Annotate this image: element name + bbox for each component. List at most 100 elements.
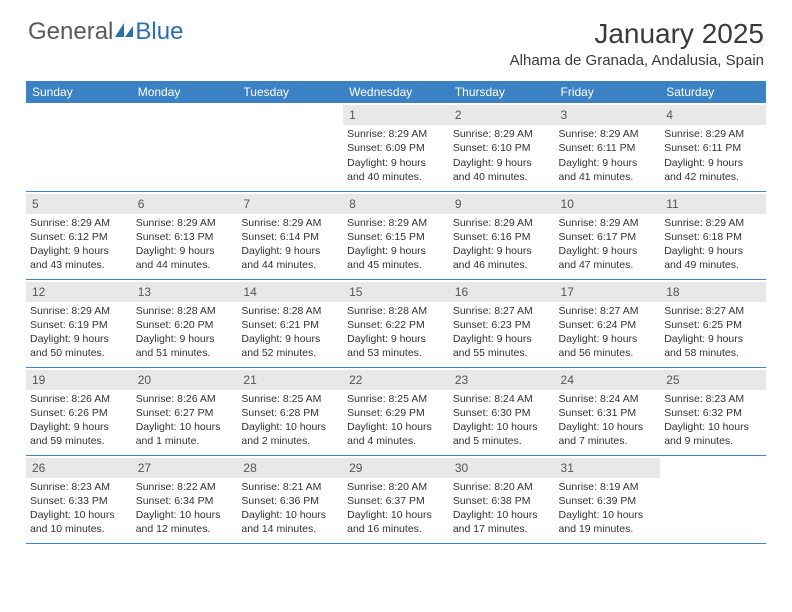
calendar-cell: 12Sunrise: 8:29 AMSunset: 6:19 PMDayligh… — [26, 279, 132, 367]
daylight-text: Daylight: 9 hours and 45 minutes. — [347, 244, 445, 272]
day-number: 31 — [555, 458, 661, 478]
day-number: 22 — [343, 370, 449, 390]
daylight-text: Daylight: 10 hours and 16 minutes. — [347, 508, 445, 536]
daylight-text: Daylight: 10 hours and 17 minutes. — [453, 508, 551, 536]
daylight-text: Daylight: 9 hours and 56 minutes. — [559, 332, 657, 360]
calendar-header-row: SundayMondayTuesdayWednesdayThursdayFrid… — [26, 81, 766, 103]
sunrise-text: Sunrise: 8:28 AM — [136, 304, 234, 318]
daylight-text: Daylight: 9 hours and 40 minutes. — [347, 156, 445, 184]
sunset-text: Sunset: 6:13 PM — [136, 230, 234, 244]
daylight-text: Daylight: 10 hours and 14 minutes. — [241, 508, 339, 536]
sunrise-text: Sunrise: 8:29 AM — [30, 304, 128, 318]
sunrise-text: Sunrise: 8:29 AM — [559, 127, 657, 141]
sunrise-text: Sunrise: 8:29 AM — [30, 216, 128, 230]
daylight-text: Daylight: 10 hours and 12 minutes. — [136, 508, 234, 536]
logo-word1: General — [28, 18, 113, 46]
title-block: January 2025 Alhama de Granada, Andalusi… — [510, 18, 764, 69]
daylight-text: Daylight: 9 hours and 46 minutes. — [453, 244, 551, 272]
calendar-cell: 18Sunrise: 8:27 AMSunset: 6:25 PMDayligh… — [660, 279, 766, 367]
calendar-cell: 13Sunrise: 8:28 AMSunset: 6:20 PMDayligh… — [132, 279, 238, 367]
sunset-text: Sunset: 6:11 PM — [664, 141, 762, 155]
calendar-cell: 17 Sunrise: 8:27 AMSunset: 6:24 PMDayligh… — [555, 279, 661, 367]
calendar-cell: 20Sunrise: 8:26 AMSunset: 6:27 PMDayligh… — [132, 367, 238, 455]
sunset-text: Sunset: 6:31 PM — [559, 406, 657, 420]
sunset-text: Sunset: 6:33 PM — [30, 494, 128, 508]
day-number: 27 — [132, 458, 238, 478]
sunset-text: Sunset: 6:09 PM — [347, 141, 445, 155]
calendar-cell: 15Sunrise: 8:28 AMSunset: 6:22 PMDayligh… — [343, 279, 449, 367]
sunrise-text: Sunrise: 8:29 AM — [136, 216, 234, 230]
day-header: Tuesday — [237, 81, 343, 103]
sunrise-text: Sunrise: 8:22 AM — [136, 480, 234, 494]
header: General Blue January 2025 Alhama de Gran… — [0, 0, 792, 73]
sunset-text: Sunset: 6:26 PM — [30, 406, 128, 420]
day-number: 26 — [26, 458, 132, 478]
calendar-cell: 22 Sunrise: 8:25 AMSunset: 6:29 PMDayligh… — [343, 367, 449, 455]
daylight-text: Daylight: 10 hours and 4 minutes. — [347, 420, 445, 448]
day-number: 21 — [237, 370, 343, 390]
daylight-text: Daylight: 9 hours and 47 minutes. — [559, 244, 657, 272]
day-number: 19 — [26, 370, 132, 390]
sunset-text: Sunset: 6:19 PM — [30, 318, 128, 332]
logo-sail-icon — [115, 16, 133, 30]
sunset-text: Sunset: 6:29 PM — [347, 406, 445, 420]
calendar-cell — [132, 103, 238, 191]
sunrise-text: Sunrise: 8:20 AM — [453, 480, 551, 494]
sunrise-text: Sunrise: 8:27 AM — [559, 304, 657, 318]
sunrise-text: Sunrise: 8:21 AM — [241, 480, 339, 494]
sunset-text: Sunset: 6:27 PM — [136, 406, 234, 420]
calendar-cell: 24Sunrise: 8:24 AMSunset: 6:31 PMDayligh… — [555, 367, 661, 455]
daylight-text: Daylight: 9 hours and 43 minutes. — [30, 244, 128, 272]
logo: General Blue — [28, 18, 183, 46]
day-number: 11 — [660, 194, 766, 214]
day-header: Thursday — [449, 81, 555, 103]
sunset-text: Sunset: 6:16 PM — [453, 230, 551, 244]
calendar-cell: 4Sunrise: 8:29 AMSunset: 6:11 PMDaylight… — [660, 103, 766, 191]
day-number: 10 — [555, 194, 661, 214]
calendar-cell: 30Sunrise: 8:20 AMSunset: 6:38 PMDayligh… — [449, 455, 555, 543]
calendar-cell: 29Sunrise: 8:20 AMSunset: 6:37 PMDayligh… — [343, 455, 449, 543]
sunset-text: Sunset: 6:15 PM — [347, 230, 445, 244]
calendar-cell: 11Sunrise: 8:29 AMSunset: 6:18 PMDayligh… — [660, 191, 766, 279]
sunset-text: Sunset: 6:24 PM — [559, 318, 657, 332]
sunrise-text: Sunrise: 8:24 AM — [453, 392, 551, 406]
calendar-cell: 21Sunrise: 8:25 AMSunset: 6:28 PMDayligh… — [237, 367, 343, 455]
calendar-cell: 19Sunrise: 8:26 AMSunset: 6:26 PMDayligh… — [26, 367, 132, 455]
sunrise-text: Sunrise: 8:25 AM — [347, 392, 445, 406]
sunset-text: Sunset: 6:11 PM — [559, 141, 657, 155]
daylight-text: Daylight: 9 hours and 58 minutes. — [664, 332, 762, 360]
daylight-text: Daylight: 10 hours and 2 minutes. — [241, 420, 339, 448]
daylight-text: Daylight: 9 hours and 44 minutes. — [136, 244, 234, 272]
sunset-text: Sunset: 6:39 PM — [559, 494, 657, 508]
day-number: 17 — [555, 282, 661, 302]
calendar-cell — [660, 455, 766, 543]
day-number: 1 — [343, 105, 449, 125]
calendar-cell: 3Sunrise: 8:29 AMSunset: 6:11 PMDaylight… — [555, 103, 661, 191]
sunrise-text: Sunrise: 8:25 AM — [241, 392, 339, 406]
day-number: 14 — [237, 282, 343, 302]
sunrise-text: Sunrise: 8:29 AM — [453, 216, 551, 230]
day-number: 13 — [132, 282, 238, 302]
daylight-text: Daylight: 9 hours and 40 minutes. — [453, 156, 551, 184]
sunset-text: Sunset: 6:37 PM — [347, 494, 445, 508]
daylight-text: Daylight: 9 hours and 50 minutes. — [30, 332, 128, 360]
sunset-text: Sunset: 6:25 PM — [664, 318, 762, 332]
location: Alhama de Granada, Andalusia, Spain — [510, 52, 764, 69]
calendar-cell: 8Sunrise: 8:29 AMSunset: 6:15 PMDaylight… — [343, 191, 449, 279]
sunset-text: Sunset: 6:32 PM — [664, 406, 762, 420]
daylight-text: Daylight: 9 hours and 55 minutes. — [453, 332, 551, 360]
sunset-text: Sunset: 6:21 PM — [241, 318, 339, 332]
sunrise-text: Sunrise: 8:29 AM — [559, 216, 657, 230]
day-number: 2 — [449, 105, 555, 125]
calendar-cell: 6Sunrise: 8:29 AMSunset: 6:13 PMDaylight… — [132, 191, 238, 279]
calendar-cell: 27 Sunrise: 8:22 AMSunset: 6:34 PMDayligh… — [132, 455, 238, 543]
sunset-text: Sunset: 6:18 PM — [664, 230, 762, 244]
sunset-text: Sunset: 6:14 PM — [241, 230, 339, 244]
day-number: 7 — [237, 194, 343, 214]
daylight-text: Daylight: 10 hours and 19 minutes. — [559, 508, 657, 536]
daylight-text: Daylight: 10 hours and 5 minutes. — [453, 420, 551, 448]
sunset-text: Sunset: 6:34 PM — [136, 494, 234, 508]
sunrise-text: Sunrise: 8:28 AM — [241, 304, 339, 318]
day-number: 9 — [449, 194, 555, 214]
calendar-cell: 2Sunrise: 8:29 AMSunset: 6:10 PMDaylight… — [449, 103, 555, 191]
